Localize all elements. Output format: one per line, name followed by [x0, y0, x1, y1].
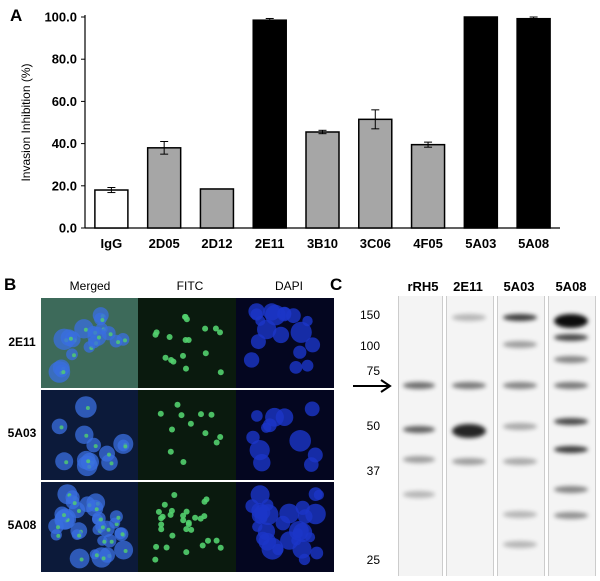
micrograph-2e11-fitc: [138, 298, 236, 388]
bar: [305, 131, 340, 229]
bar: [94, 189, 129, 229]
column-header-merged: Merged: [69, 279, 111, 293]
x-tick-label: 4F05: [413, 236, 443, 251]
row-label-5a08: 5A08: [7, 518, 37, 532]
panel-b-label: B: [4, 275, 17, 294]
y-tick-label: 100.0: [44, 10, 77, 25]
bar: [358, 118, 393, 229]
marker-50: 50: [366, 419, 380, 433]
panel-c-label: C: [330, 275, 343, 294]
x-tick-label: 5A03: [465, 236, 496, 251]
x-tick-label: 3C06: [360, 236, 391, 251]
row-label-2e11: 2E11: [8, 335, 36, 349]
blot-band: [554, 446, 588, 453]
blot-band: [503, 341, 537, 348]
micrograph-5a03-fitc: [138, 390, 236, 480]
bar: [146, 147, 182, 229]
marker-25: 25: [366, 553, 380, 567]
blot-band: [452, 382, 486, 389]
lane-header-5a08: 5A08: [555, 279, 587, 294]
blot-lane-rrh5: [398, 296, 443, 576]
blot-band: [403, 456, 435, 463]
row-label-5a03: 5A03: [7, 426, 37, 440]
blot-band: [503, 314, 537, 321]
blot-band: [452, 314, 486, 321]
blot-band: [403, 382, 435, 389]
y-tick-label: 60.0: [52, 94, 77, 109]
blot-band: [452, 424, 486, 438]
blot-band: [554, 512, 588, 519]
blot-band: [503, 541, 537, 548]
marker-150: 150: [359, 308, 380, 322]
lane-header-5a03: 5A03: [503, 279, 535, 294]
blot-band: [554, 382, 588, 389]
bar: [410, 143, 446, 229]
micrograph-5a08-dapi: [236, 482, 334, 572]
blot-band: [554, 334, 588, 341]
y-tick-label: 0.0: [59, 221, 77, 236]
panel-a-label: A: [10, 6, 23, 25]
x-tick-label: 3B10: [307, 236, 338, 251]
micrograph-5a03-merged: [41, 390, 139, 480]
x-tick-label: 2E11: [255, 236, 285, 251]
bar: [252, 19, 287, 229]
arrow-icon: [353, 379, 392, 393]
bar: [463, 16, 499, 229]
y-tick-label: 80.0: [52, 52, 77, 67]
blot-band: [403, 426, 435, 433]
blot-band: [403, 491, 435, 498]
micrograph-5a08-fitc: [138, 482, 236, 572]
bar: [199, 188, 235, 229]
blot-lane-5a08: [548, 296, 596, 576]
blot-band: [503, 458, 537, 465]
lane-header-2e11: 2E11: [453, 279, 483, 294]
micrograph-5a03-dapi: [236, 390, 334, 480]
marker-100: 100: [359, 339, 380, 353]
x-tick-label: 5A08: [518, 236, 549, 251]
blot-band: [503, 423, 537, 430]
blot-band: [503, 382, 537, 389]
x-tick-label: 2D12: [201, 236, 232, 251]
blot-band: [554, 418, 588, 425]
y-tick-label: 40.0: [52, 136, 77, 151]
marker-75: 75: [366, 364, 380, 378]
blot-band: [554, 486, 588, 493]
column-header-dapi: DAPI: [274, 279, 303, 293]
x-tick-label: IgG: [101, 236, 123, 251]
y-axis-label: Invasion Inhibition (%): [19, 63, 33, 181]
y-tick-label: 20.0: [52, 178, 77, 193]
bar: [516, 17, 551, 229]
blot-band: [554, 314, 588, 328]
blot-band: [503, 511, 537, 518]
micrograph-2e11-dapi: [236, 298, 334, 388]
micrograph-2e11-merged: [41, 298, 139, 388]
blot-band: [554, 356, 588, 363]
marker-37: 37: [366, 464, 380, 478]
micrograph-5a08-merged: [41, 482, 139, 572]
invasion-inhibition-bar-chart: 0.0 20.0 40.0 60.0 80.0 100.0 Invasion Inhibit…: [19, 10, 560, 251]
blot-lane-5a03: [497, 296, 545, 576]
column-header-fitc: FITC: [176, 279, 204, 293]
x-tick-label: 2D05: [149, 236, 180, 251]
blot-band: [452, 458, 486, 465]
lane-header-rrh5: rRH5: [407, 279, 439, 294]
